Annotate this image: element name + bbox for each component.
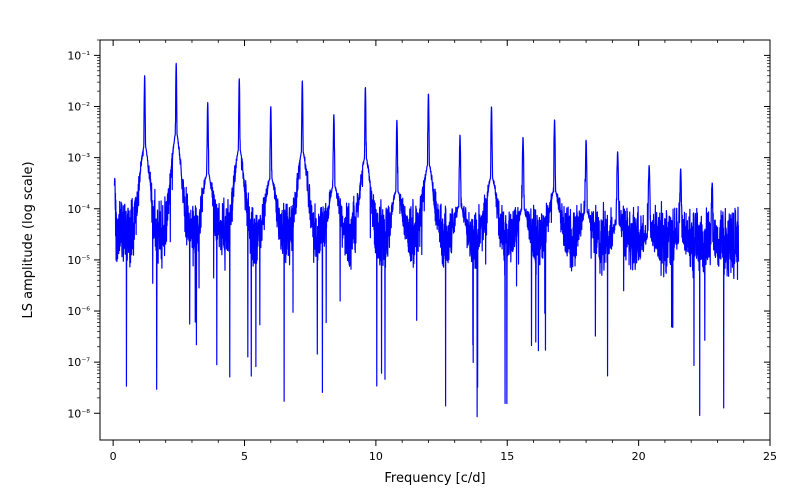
y-tick-label: 10⁻⁴ (67, 203, 90, 216)
y-axis-label: LS amplitude (log scale) (21, 161, 36, 318)
series-line (114, 63, 738, 416)
x-tick-label: 20 (632, 450, 646, 463)
x-tick-label: 15 (500, 450, 514, 463)
y-tick-label: 10⁻⁶ (67, 305, 90, 318)
y-tick-label: 10⁻¹ (67, 49, 90, 62)
x-tick-label: 5 (241, 450, 248, 463)
x-tick-label: 25 (763, 450, 777, 463)
y-tick-label: 10⁻³ (67, 152, 90, 165)
x-axis-label: Frequency [c/d] (384, 471, 485, 486)
y-tick-label: 10⁻⁵ (67, 254, 90, 267)
periodogram-chart: 0 5 10 15 20 25 Frequency [c/d] 10⁻⁸ 10⁻⁷ 10⁻⁶ 10⁻… (0, 0, 800, 500)
y-tick-label: 10⁻⁸ (67, 407, 90, 420)
x-tick-label: 10 (369, 450, 383, 463)
x-tick-label: 0 (110, 450, 117, 463)
y-tick-label: 10⁻⁷ (67, 356, 90, 369)
y-tick-label: 10⁻² (67, 101, 90, 114)
